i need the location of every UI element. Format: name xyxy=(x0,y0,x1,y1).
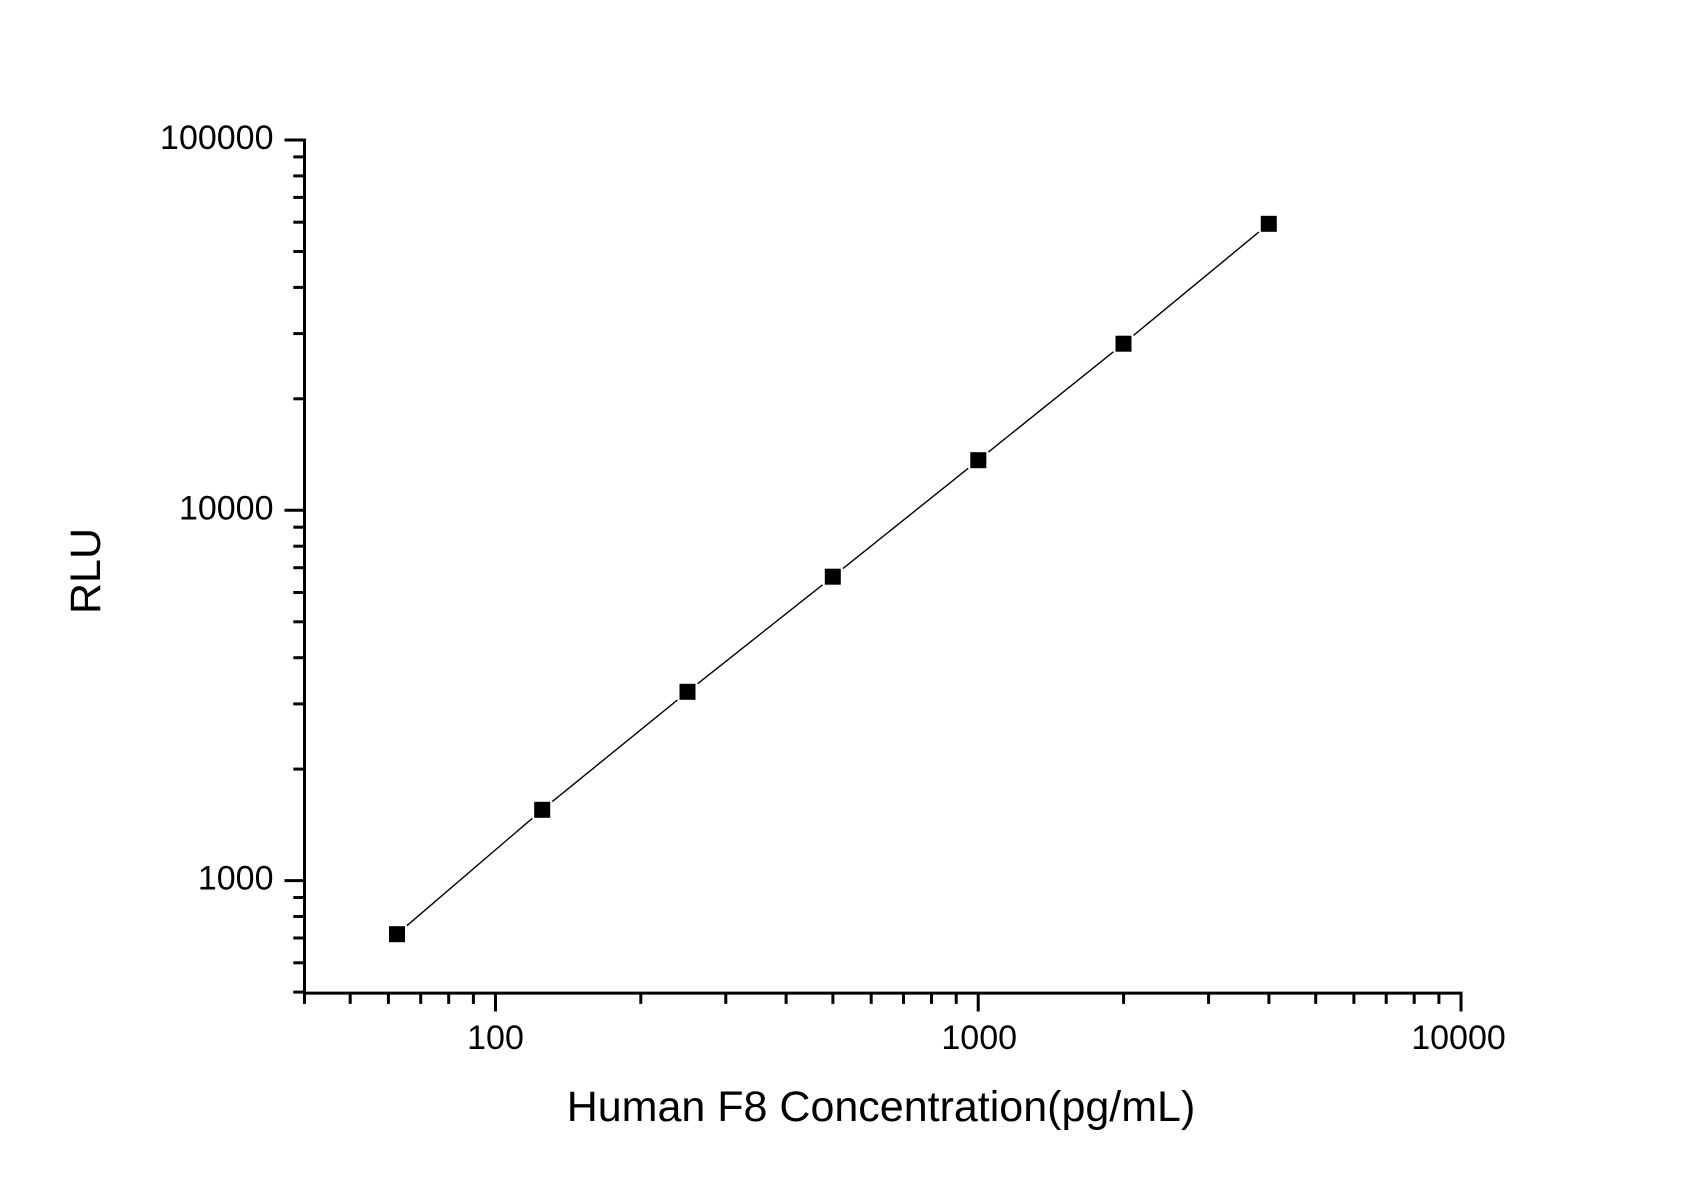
svg-text:Human F8 Concentration(pg/mL): Human F8 Concentration(pg/mL) xyxy=(567,1083,1196,1131)
svg-text:1000: 1000 xyxy=(198,860,274,898)
svg-text:1000: 1000 xyxy=(941,1019,1017,1057)
svg-text:RLU: RLU xyxy=(62,528,110,614)
svg-text:10000: 10000 xyxy=(179,489,274,527)
svg-text:100000: 100000 xyxy=(160,119,273,157)
svg-text:100: 100 xyxy=(467,1019,524,1057)
svg-text:10000: 10000 xyxy=(1411,1019,1506,1057)
